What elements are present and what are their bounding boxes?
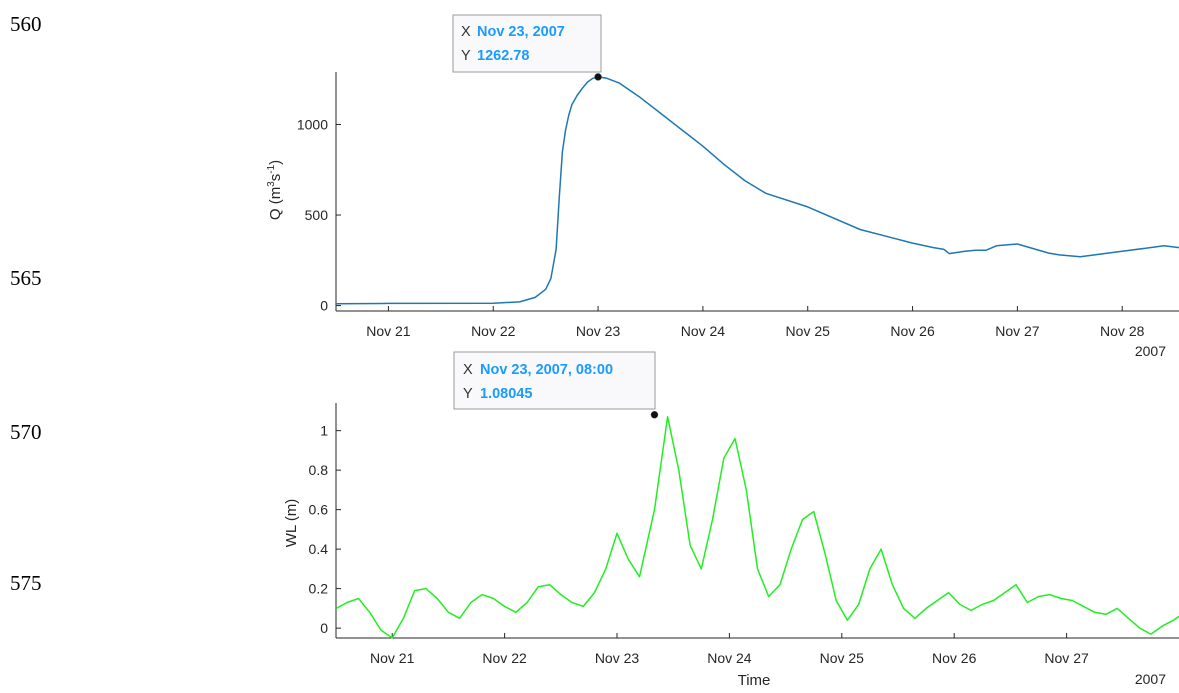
year-label: 2007 [1135,671,1166,687]
y-tick-label: 0 [320,620,328,636]
y-tick-label: 0.8 [309,462,329,478]
line-number: 575 [10,571,42,595]
y-tick-label: 0.4 [309,541,329,557]
datatip-x-key: X [463,362,473,378]
datatip-box [453,351,656,410]
datatip-x-key: X [461,24,471,40]
y-axis-title: Q (m3s-1) [266,160,284,220]
year-label: 2007 [1135,343,1166,359]
x-tick-label: Nov 22 [482,650,527,666]
datatip-y-key: Y [463,386,473,402]
datatip-x-value: Nov 23, 2007 [477,24,565,40]
y-tick-label: 1000 [297,117,328,133]
datatip-y-value: 1.08045 [480,386,532,402]
datatip-marker[interactable] [594,73,602,81]
x-tick-label: Nov 21 [370,650,415,666]
discharge-series-line [335,76,1179,305]
datatip-box [452,14,602,73]
x-axis-title: Time [738,672,771,689]
datatip[interactable]: X Nov 23, 2007 Y 1262.78 [452,14,602,73]
y-tick-label: 0.2 [309,581,329,597]
y-axis-title: WL (m) [283,499,300,548]
water-level-series-line [335,416,1179,639]
datatip-marker[interactable] [650,411,659,419]
x-tick-label: Nov 22 [471,323,516,339]
x-tick-label: Nov 26 [932,650,977,666]
y-ticks: 0 500 1000 [297,117,341,314]
x-tick-label: Nov 23 [595,650,640,666]
x-tick-label: Nov 24 [681,323,726,339]
water-level-chart: 00.20.40.60.81 Nov 21 Nov 22 Nov 23 Nov 24 N… [283,351,1179,689]
x-tick-label: Nov 26 [890,323,935,339]
x-tick-label: Nov 27 [995,323,1040,339]
x-tick-label: Nov 28 [1100,323,1145,339]
x-ticks: Nov 21 Nov 22 Nov 23 Nov 24 Nov 25 Nov 26 Nov … [366,306,1145,339]
y-tick-label: 0 [320,298,328,314]
x-ticks: Nov 21 Nov 22 Nov 23 Nov 24 Nov 25 Nov 26 Nov … [370,633,1089,666]
datatip-x-value: Nov 23, 2007, 08:00 [480,362,613,378]
y-tick-label: 0.6 [309,502,329,518]
x-tick-label: Nov 24 [707,650,752,666]
datatip-y-value: 1262.78 [477,48,529,64]
x-tick-label: Nov 27 [1044,650,1089,666]
y-tick-label: 1 [320,423,328,439]
y-tick-label: 500 [305,207,329,223]
x-tick-label: Nov 25 [786,323,831,339]
x-tick-label: Nov 21 [366,323,411,339]
line-numbers: 560 565 570 575 [10,12,42,595]
y-ticks: 0 0.2 0.4 0.6 0.8 1 [309,423,341,636]
datatip-y-key: Y [461,48,471,64]
x-tick-label: Nov 25 [820,650,865,666]
discharge-axes [335,72,1179,312]
x-tick-label: Nov 23 [576,323,621,339]
line-number: 570 [10,420,42,444]
line-number: 560 [10,12,42,36]
datatip[interactable]: X Nov 23, 2007, 08:00 Y 1.08045 [453,351,656,410]
line-number: 565 [10,266,42,290]
water-level-axes [335,403,1179,639]
